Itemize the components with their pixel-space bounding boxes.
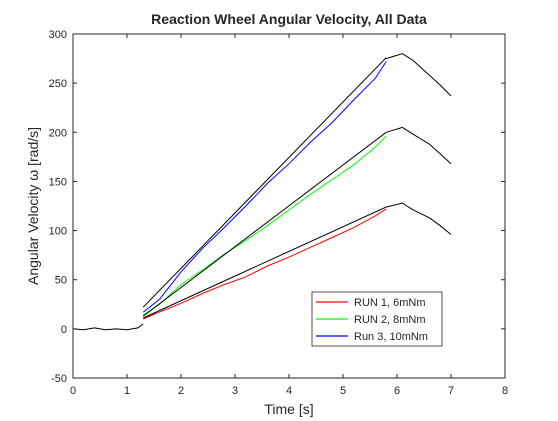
y-tick-label: 200 [49,127,67,139]
x-tick-label: 5 [340,385,346,397]
y-tick-label: 50 [55,275,67,287]
y-tick-label: 250 [49,78,67,90]
x-tick-label: 4 [286,385,292,397]
y-tick-label: -50 [51,373,67,385]
series-line-7 [142,206,387,319]
series-line-3 [72,323,144,331]
x-tick-label: 8 [502,385,508,397]
x-tick-label: 7 [448,385,454,397]
x-tick-label: 0 [70,385,76,397]
x-axis-label: Time [s] [264,401,313,417]
series-layer [72,53,452,331]
y-tick-label: 300 [49,29,67,41]
series-line-2 [142,61,387,313]
x-tick-label: 2 [178,385,184,397]
y-tick-label: 0 [61,324,67,336]
legend-label-run2: RUN 2, 8mNm [354,314,426,326]
series-line-4 [386,53,452,97]
y-tick-label: 150 [49,176,67,188]
series-line-1 [142,135,387,316]
legend: RUN 1, 6mNm RUN 2, 8mNm Run 3, 10mNm [311,291,443,347]
x-tick-label: 6 [394,385,400,397]
chart-title: Reaction Wheel Angular Velocity, All Dat… [151,11,427,27]
series-line-0 [143,208,387,320]
series-line-9 [142,57,387,308]
legend-label-run1: RUN 1, 6mNm [354,297,426,309]
series-line-5 [386,126,452,165]
series-line-6 [386,202,452,235]
y-axis-ticks: -50 0 50 100 150 200 250 300 [49,29,505,385]
x-tick-label: 1 [124,385,130,397]
y-tick-label: 100 [49,226,67,238]
x-tick-label: 3 [232,385,238,397]
x-axis-ticks: 0 1 2 3 4 5 6 7 8 [70,34,508,397]
y-axis-label: Angular Velocity ω [rad/s] [25,127,41,285]
series-line-8 [142,131,387,317]
legend-label-run3: Run 3, 10mNm [354,331,428,343]
